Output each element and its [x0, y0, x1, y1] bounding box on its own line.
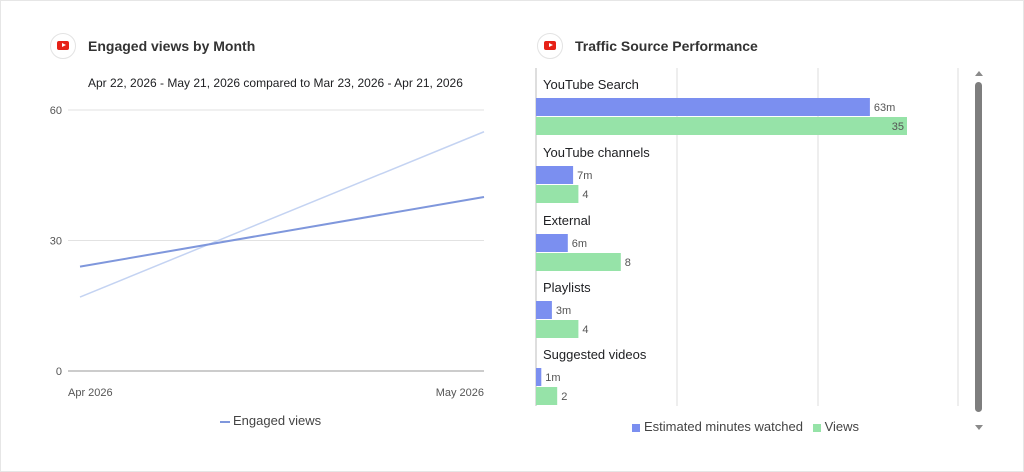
youtube-logo-icon [544, 41, 556, 50]
bar-views-3 [536, 320, 579, 338]
data-label-views-2: 8 [625, 257, 631, 269]
legend-swatch-views [812, 423, 821, 432]
data-label-minutes-4: 1m [545, 372, 560, 384]
category-label-0: YouTube Search [543, 77, 639, 92]
engaged-views-legend-label: Engaged views [233, 413, 322, 428]
data-label-views-4: 2 [561, 391, 567, 403]
youtube-logo-icon [57, 41, 69, 50]
bar-minutes-1 [536, 166, 574, 184]
data-label-minutes-3: 3m [556, 305, 571, 317]
bar-views-4 [536, 387, 558, 405]
series-line-comparison [79, 131, 485, 298]
traffic-legend: Estimated minutes watched Views [632, 419, 859, 434]
data-label-minutes-1: 7m [577, 170, 592, 182]
engaged-views-legend[interactable]: Engaged views [220, 413, 321, 428]
bar-views-0 [536, 117, 907, 135]
youtube-icon-traffic [537, 33, 563, 59]
engaged-views-legend-swatch [220, 420, 230, 423]
scroll-up-arrow-icon[interactable] [975, 71, 983, 76]
x-tick-label-1: May 2026 [436, 387, 484, 399]
y-tick-label-1: 30 [50, 236, 62, 248]
category-label-1: YouTube channels [543, 145, 650, 160]
legend-item-minutes[interactable]: Estimated minutes watched [632, 419, 803, 434]
youtube-icon [50, 33, 76, 59]
legend-swatch-minutes [632, 423, 640, 432]
bar-views-1 [536, 185, 579, 203]
category-label-3: Playlists [543, 280, 591, 295]
date-range-subtitle: Apr 22, 2026 - May 21, 2026 compared to … [88, 76, 463, 90]
y-tick-label-2: 60 [50, 105, 62, 117]
data-label-minutes-0: 63m [874, 102, 895, 114]
scrollbar-thumb[interactable] [975, 82, 982, 412]
y-tick-label-0: 0 [56, 366, 62, 378]
traffic-source-bar-chart: YouTube Search 63m 35 YouTube channels 7m 4 Ex… [535, 68, 959, 406]
chart-scrollbar[interactable] [973, 68, 985, 433]
legend-label-minutes: Estimated minutes watched [644, 419, 803, 434]
bar-views-2 [536, 253, 621, 271]
bar-minutes-0 [536, 98, 870, 116]
bar-minutes-4 [536, 368, 542, 386]
traffic-source-title: Traffic Source Performance [575, 38, 758, 54]
data-label-minutes-2: 6m [572, 238, 587, 250]
scroll-down-arrow-icon[interactable] [975, 425, 983, 430]
data-label-views-1: 4 [582, 189, 588, 201]
data-label-views-3: 4 [582, 324, 588, 336]
legend-label-views: Views [824, 419, 860, 434]
series-line-engaged-views [79, 196, 485, 268]
category-label-2: External [543, 213, 591, 228]
data-label-views-0: 35 [892, 121, 904, 133]
x-tick-label-0: Apr 2026 [68, 387, 113, 399]
category-label-4: Suggested videos [543, 347, 647, 362]
legend-item-views[interactable]: Views [812, 419, 860, 434]
bar-minutes-2 [536, 234, 568, 252]
bar-minutes-3 [536, 301, 552, 319]
engaged-views-title: Engaged views by Month [88, 38, 256, 54]
engaged-views-line-chart: 0 30 60 Apr 2026 May 2026 [50, 105, 485, 399]
